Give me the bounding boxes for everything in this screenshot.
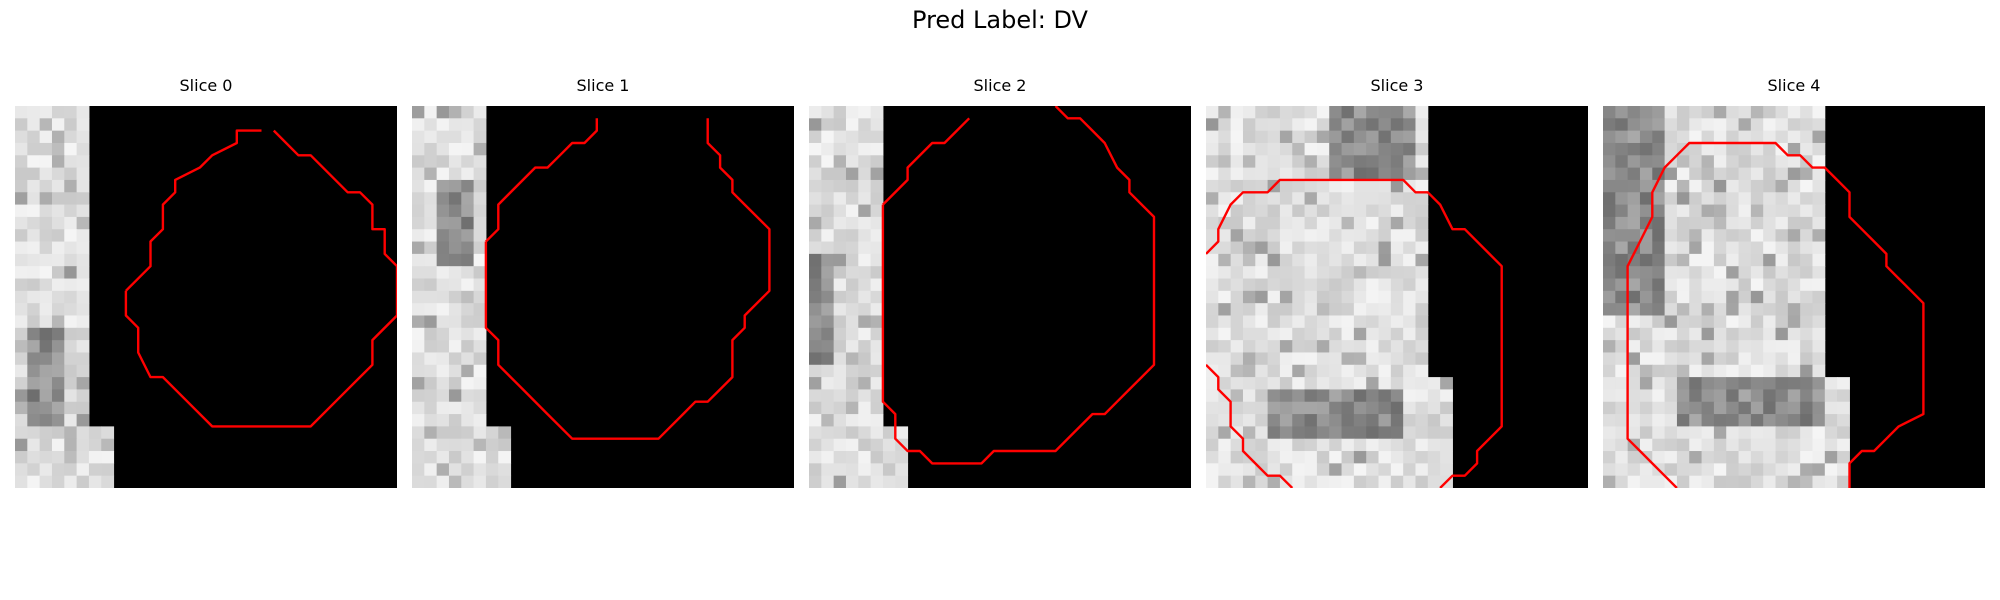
figure-title: Pred Label: DV — [912, 6, 1088, 34]
slice-panel-4: Slice 4 — [1603, 76, 1985, 488]
segmentation-contour — [485, 118, 599, 243]
tissue-region — [1206, 106, 1453, 488]
slice-title-0: Slice 0 — [179, 76, 233, 95]
tissue-region — [412, 106, 512, 488]
segmentation-contour — [882, 117, 971, 206]
slice-panel-3: Slice 3 — [1206, 76, 1588, 488]
slice-title-1: Slice 1 — [576, 76, 630, 95]
slice-title-4: Slice 4 — [1767, 76, 1821, 95]
slice-title-2: Slice 2 — [973, 76, 1027, 95]
segmentation-contour — [1206, 178, 1503, 488]
segmentation-contour — [1626, 141, 1925, 488]
slice-panel-1: Slice 1 — [412, 76, 794, 488]
slice-image-0 — [15, 106, 397, 488]
tissue-region — [1603, 106, 1850, 488]
slice-image-3 — [1206, 106, 1588, 488]
segmentation-contour — [484, 118, 771, 440]
segmentation-contour — [881, 106, 1156, 465]
segmentation-contour — [124, 129, 397, 428]
slice-image-2 — [809, 106, 1191, 488]
segmentation-contour — [1206, 363, 1294, 488]
segmentation-contour — [125, 129, 262, 292]
slice-title-3: Slice 3 — [1370, 76, 1424, 95]
tissue-region — [15, 106, 115, 488]
slice-panel-2: Slice 2 — [809, 76, 1191, 488]
slice-panel-0: Slice 0 — [15, 76, 397, 488]
slice-image-1 — [412, 106, 794, 488]
slice-image-4 — [1603, 106, 1985, 488]
tissue-region — [809, 106, 909, 488]
